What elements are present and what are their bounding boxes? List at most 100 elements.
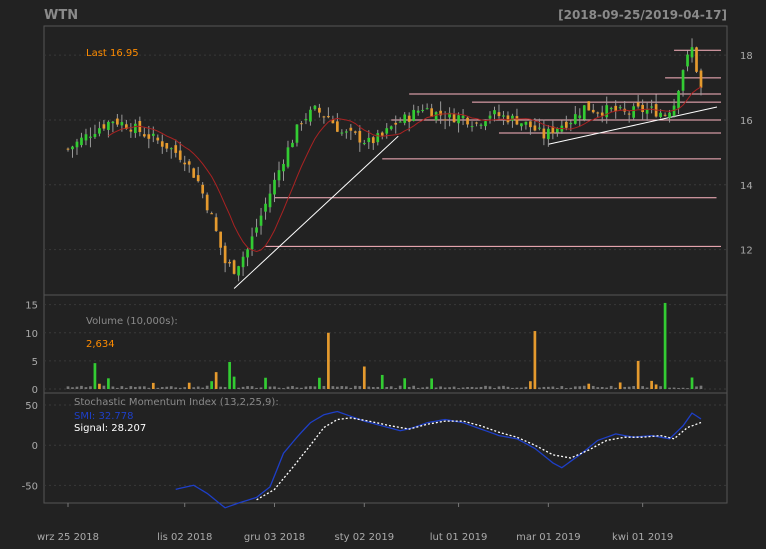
candle-body bbox=[358, 130, 362, 143]
candle-body bbox=[641, 104, 644, 113]
candle-body bbox=[663, 114, 667, 116]
candle-body bbox=[555, 128, 559, 133]
candle-body bbox=[479, 124, 483, 126]
candle-body bbox=[690, 47, 694, 58]
candle-body bbox=[362, 143, 366, 145]
volume-bar bbox=[578, 386, 582, 389]
candle-body bbox=[151, 133, 155, 136]
volume-bar bbox=[641, 386, 644, 389]
volume-bar bbox=[138, 386, 142, 389]
candle-body bbox=[116, 118, 119, 125]
trend-line bbox=[233, 135, 399, 289]
volume-bar bbox=[309, 386, 312, 389]
candle-body bbox=[636, 102, 640, 107]
volume-bar bbox=[160, 387, 164, 389]
candle-body bbox=[569, 122, 573, 125]
candle-body bbox=[340, 132, 344, 134]
candle-body bbox=[609, 107, 613, 110]
candle-body bbox=[214, 217, 218, 231]
volume-bar bbox=[609, 385, 613, 389]
candle-body bbox=[551, 126, 555, 134]
candle-body bbox=[304, 118, 308, 121]
candle-body bbox=[313, 105, 317, 110]
volume-bar bbox=[133, 386, 137, 389]
volume-bar bbox=[336, 386, 339, 389]
volume-bar bbox=[371, 387, 375, 389]
volume-bar bbox=[582, 385, 586, 389]
candle-body bbox=[237, 266, 240, 276]
smi-tick-label: 50 bbox=[25, 401, 38, 412]
candle-body bbox=[677, 90, 680, 109]
price-tick-label: 16 bbox=[740, 116, 753, 127]
candle-body bbox=[421, 109, 425, 111]
volume-bar bbox=[380, 374, 384, 389]
volume-bar bbox=[542, 386, 546, 389]
volume-bar bbox=[331, 386, 335, 389]
candle-body bbox=[228, 262, 231, 264]
x-tick-label: wrz 25 2018 bbox=[37, 532, 99, 543]
volume-bar bbox=[668, 387, 671, 389]
candle-body bbox=[627, 113, 631, 115]
volume-bar bbox=[555, 387, 559, 389]
candlestick-series bbox=[66, 38, 703, 282]
candle-body bbox=[618, 107, 622, 109]
candle-body bbox=[327, 116, 330, 118]
candle-body bbox=[291, 142, 294, 148]
volume-bar bbox=[618, 382, 622, 389]
volume-bar bbox=[394, 388, 398, 390]
candle-body bbox=[282, 163, 285, 172]
volume-bar bbox=[650, 380, 653, 389]
candle-body bbox=[344, 131, 348, 133]
x-tick-label: lut 01 2019 bbox=[430, 532, 488, 543]
candle-body bbox=[587, 101, 591, 111]
candle-body bbox=[250, 236, 254, 250]
candle-body bbox=[75, 141, 79, 148]
volume-tick-label: 0 bbox=[32, 385, 38, 396]
candle-body bbox=[582, 105, 586, 120]
volume-bar bbox=[416, 387, 420, 389]
volume-bar bbox=[564, 388, 568, 390]
candle-body bbox=[125, 124, 128, 129]
smi-tick-label: -50 bbox=[22, 481, 38, 492]
volume-bar bbox=[282, 388, 285, 390]
volume-bar bbox=[587, 383, 591, 389]
volume-bar bbox=[452, 386, 456, 389]
candle-body bbox=[425, 108, 429, 110]
candle-body bbox=[174, 145, 178, 153]
moving-average-series bbox=[108, 86, 702, 253]
volume-bar bbox=[434, 387, 438, 389]
volume-bar bbox=[169, 386, 173, 389]
volume-bar bbox=[389, 386, 393, 389]
candle-body bbox=[524, 121, 528, 125]
volume-bar bbox=[80, 385, 83, 389]
volume-bar bbox=[219, 386, 222, 389]
candle-body bbox=[93, 134, 97, 138]
candle-body bbox=[376, 133, 380, 143]
axis-labels: 12 14 16 18 0 5 10 15 -50 0 50 wrz 25 2018 lis 02 20… bbox=[22, 51, 753, 543]
candle-body bbox=[160, 141, 164, 147]
volume-tick-label: 10 bbox=[25, 329, 38, 340]
volume-bar bbox=[636, 360, 640, 389]
volume-bar bbox=[623, 386, 627, 389]
candle-body bbox=[475, 122, 478, 124]
candle-body bbox=[389, 126, 393, 130]
trend-line bbox=[548, 106, 718, 145]
volume-bar bbox=[672, 387, 676, 389]
volume-bar bbox=[255, 387, 258, 389]
volume-bar bbox=[264, 377, 267, 389]
candle-body bbox=[322, 116, 326, 118]
candle-body bbox=[120, 122, 124, 126]
candle-body bbox=[511, 115, 514, 121]
volume-bar bbox=[538, 387, 541, 389]
x-tick-label: lis 02 2018 bbox=[157, 532, 212, 543]
candle-body bbox=[564, 121, 568, 128]
volume-bar bbox=[111, 386, 115, 389]
candle-body bbox=[295, 124, 299, 143]
candle-body bbox=[89, 136, 92, 138]
volume-bar bbox=[699, 385, 703, 389]
candle-body bbox=[497, 112, 501, 117]
volume-bar bbox=[524, 386, 528, 389]
candle-body bbox=[596, 112, 600, 114]
candle-body bbox=[578, 115, 582, 119]
volume-bar bbox=[457, 388, 460, 390]
